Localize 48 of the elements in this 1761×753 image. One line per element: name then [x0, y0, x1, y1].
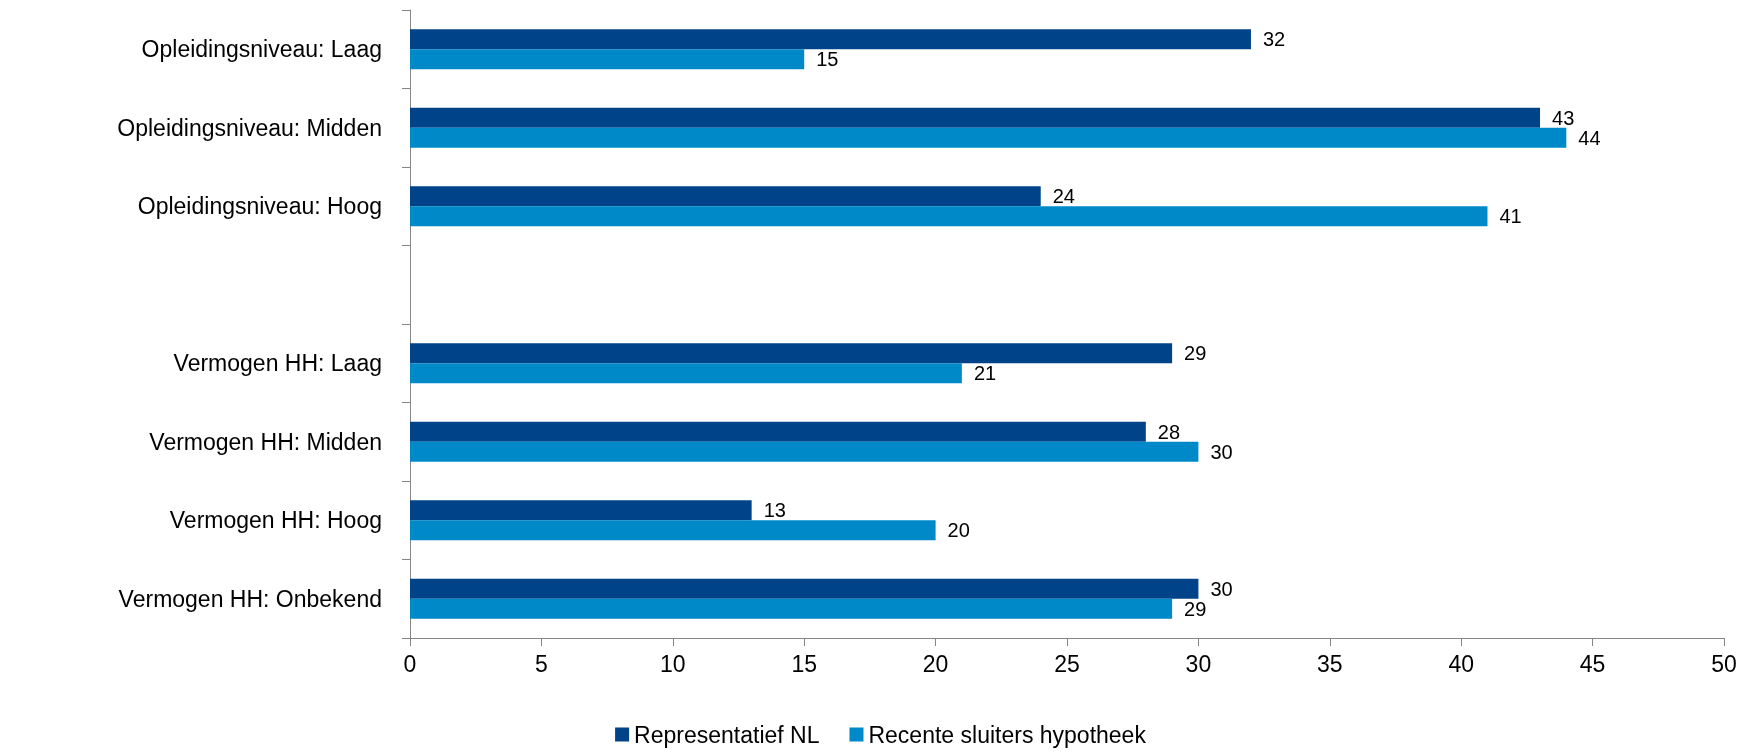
data-label: 30 — [1210, 577, 1233, 600]
x-tick-label: 0 — [403, 650, 417, 677]
x-tick-label: 30 — [1185, 650, 1212, 677]
data-label: 21 — [973, 362, 997, 385]
y-tick-label: Vermogen HH: Laag — [173, 350, 382, 377]
bar — [410, 206, 1488, 227]
bar — [410, 520, 936, 541]
bar — [410, 578, 1199, 599]
data-label: 13 — [763, 499, 786, 522]
data-label: 28 — [1157, 420, 1181, 443]
data-label: 15 — [816, 48, 839, 71]
x-tick-label: 50 — [1711, 650, 1737, 677]
y-tick-label: Vermogen HH: Onbekend — [118, 585, 382, 612]
y-tick-label: Opleidingsniveau: Hoog — [137, 193, 382, 220]
bar — [410, 107, 1541, 128]
bar — [410, 127, 1567, 148]
x-tick-label: 10 — [660, 650, 686, 677]
bar — [410, 598, 1173, 619]
data-label: 43 — [1552, 106, 1575, 129]
data-label: 24 — [1052, 185, 1075, 208]
data-label: 29 — [1184, 597, 1207, 620]
bar — [410, 343, 1173, 364]
x-tick-label: 15 — [791, 650, 817, 677]
y-tick-label: Vermogen HH: Midden — [149, 428, 382, 455]
x-tick-label: 45 — [1579, 650, 1606, 677]
bar — [410, 186, 1041, 207]
data-label: 41 — [1499, 205, 1522, 228]
x-tick-label: 25 — [1054, 650, 1080, 677]
legend-label: Recente sluiters hypotheek — [868, 721, 1147, 748]
data-label: 29 — [1184, 342, 1207, 365]
y-tick-label: Opleidingsniveau: Laag — [141, 36, 382, 63]
x-tick-label: 20 — [922, 650, 949, 677]
bar — [410, 421, 1146, 442]
x-tick-label: 40 — [1448, 650, 1474, 677]
bar — [410, 441, 1199, 462]
y-tick-label: Vermogen HH: Hoog — [169, 507, 382, 534]
bar — [410, 49, 805, 70]
y-tick-label: Opleidingsniveau: Midden — [117, 114, 382, 141]
x-tick-label: 5 — [535, 650, 548, 677]
bar — [410, 363, 962, 384]
data-label: 32 — [1262, 28, 1286, 51]
data-label: 44 — [1578, 126, 1601, 149]
bar — [410, 29, 1251, 50]
data-label: 20 — [947, 519, 970, 542]
legend-label: Representatief NL — [634, 721, 820, 748]
x-tick-label: 35 — [1317, 650, 1343, 677]
bar — [410, 500, 752, 521]
data-label: 30 — [1210, 440, 1233, 463]
